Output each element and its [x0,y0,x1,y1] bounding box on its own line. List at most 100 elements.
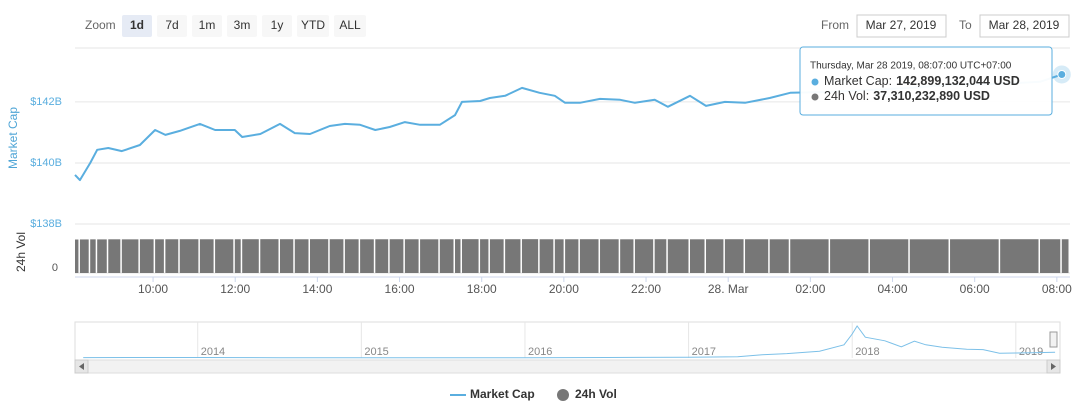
x-tick-label: 12:00 [220,282,250,296]
volume-bar [790,239,829,273]
zoom-button-label: 3m [234,18,251,32]
arrow-left [79,363,84,370]
volume-bar [480,239,489,273]
from-input[interactable] [856,14,947,38]
zoom-button[interactable] [262,15,292,37]
volume-bar [745,239,769,273]
tooltip-value: 142,899,132,044 USD [896,74,1020,88]
volume-bar [706,239,724,273]
market-cap-line [74,73,1063,182]
zoom-button-label: 7d [165,18,178,32]
volume-bar [439,239,454,273]
x-tick-label: 20:00 [549,282,579,296]
volume-bar [654,239,667,273]
zoom-button[interactable] [227,15,257,37]
x-tick-label: 22:00 [631,282,661,296]
x-tick-label: 14:00 [302,282,332,296]
x-tick-label: 06:00 [960,282,990,296]
volume-bar [579,239,599,273]
x-tick-label: 10:00 [138,282,168,296]
y-tick-label: $138B [30,218,62,230]
volume-bar [199,239,214,273]
volume-bar [404,239,419,273]
volume-bar [260,239,279,273]
volume-bar [505,239,521,273]
to-input[interactable] [979,14,1070,38]
volume-bar [554,239,564,273]
x-tick-label: 08:00 [1042,282,1072,296]
volume-bar [215,239,234,273]
volume-bar [461,239,479,273]
volume-bar [139,239,154,273]
to-date: Mar 28, 2019 [989,18,1060,32]
navigator-tick-label: 2015 [364,346,388,358]
zoom-button[interactable] [192,15,222,37]
x-tick-label: 02:00 [795,282,825,296]
volume-bar [830,239,869,273]
zoom-button[interactable] [297,15,329,37]
volume-bar [539,239,554,273]
y2-axis-title: 24h Vol [14,232,28,272]
tooltip-dot [811,78,819,86]
volume-bar [1040,239,1061,273]
tooltip-item: Market Cap: 142,899,132,044 USD [824,74,1020,88]
volume-bar [121,239,139,273]
volume-bar [165,239,179,273]
x-tick-label: 16:00 [385,282,415,296]
volume-bar [769,239,789,273]
volume-bar [108,239,121,273]
zoom-button-label: 1m [199,18,216,32]
zoom-button[interactable] [334,15,366,37]
volume-bar [329,239,344,273]
volume-bar [294,239,309,273]
tooltip-label: 24h Vol: [824,89,869,103]
tooltip-title: Thursday, Mar 28 2019, 08:07:00 UTC+07:0… [810,61,1012,72]
zoom-button[interactable] [157,15,187,37]
volume-bar [279,239,294,273]
volume-bar [667,239,689,273]
legend-dot[interactable] [557,389,569,401]
to-label: To [959,18,972,32]
volume-bar [689,239,705,273]
volume-bar [309,239,329,273]
tooltip-dot [811,93,819,101]
y2-tick-label: 0 [52,262,58,274]
volume-bar [565,239,579,273]
navigator-line [83,325,1056,359]
from-date: Mar 27, 2019 [866,18,937,32]
legend-label[interactable]: Market Cap [470,387,535,401]
zoom-button-label: 1d [130,18,144,32]
volume-bar [600,239,619,273]
x-tick-label: 28. Mar [708,282,749,296]
arrow-right [1051,363,1056,370]
volume-bar [97,239,107,273]
zoom-button[interactable] [122,15,152,37]
volume-bar [521,239,539,273]
navigator-handle[interactable] [1049,331,1058,348]
zoom-label: Zoom [85,18,116,32]
volume-bar [1000,239,1039,273]
tooltip-box [799,46,1053,116]
tooltip-item: 24h Vol: 37,310,232,890 USD [824,89,990,103]
zoom-button-label: ALL [339,18,361,32]
volume-bar [79,239,89,273]
volume-bar [234,239,241,273]
tooltip-label: Market Cap: [824,74,892,88]
volume-bar [724,239,744,273]
zoom-button-label: 1y [271,18,284,32]
scrollbar[interactable] [74,359,1061,374]
legend-label[interactable]: 24h Vol [575,387,617,401]
volume-bar [90,239,96,273]
zoom-button-label: YTD [301,18,325,32]
volume-bar [155,239,164,273]
navigator-tick-label: 2014 [201,346,225,358]
y-tick-label: $142B [30,96,62,108]
volume-bar [75,239,79,273]
volume-bar [909,239,949,273]
from-label: From [821,18,849,32]
volume-bar [242,239,259,273]
volume-bar [360,239,374,273]
volume-bar [869,239,909,273]
y-tick-label: $140B [30,157,62,169]
volume-bar [375,239,389,273]
